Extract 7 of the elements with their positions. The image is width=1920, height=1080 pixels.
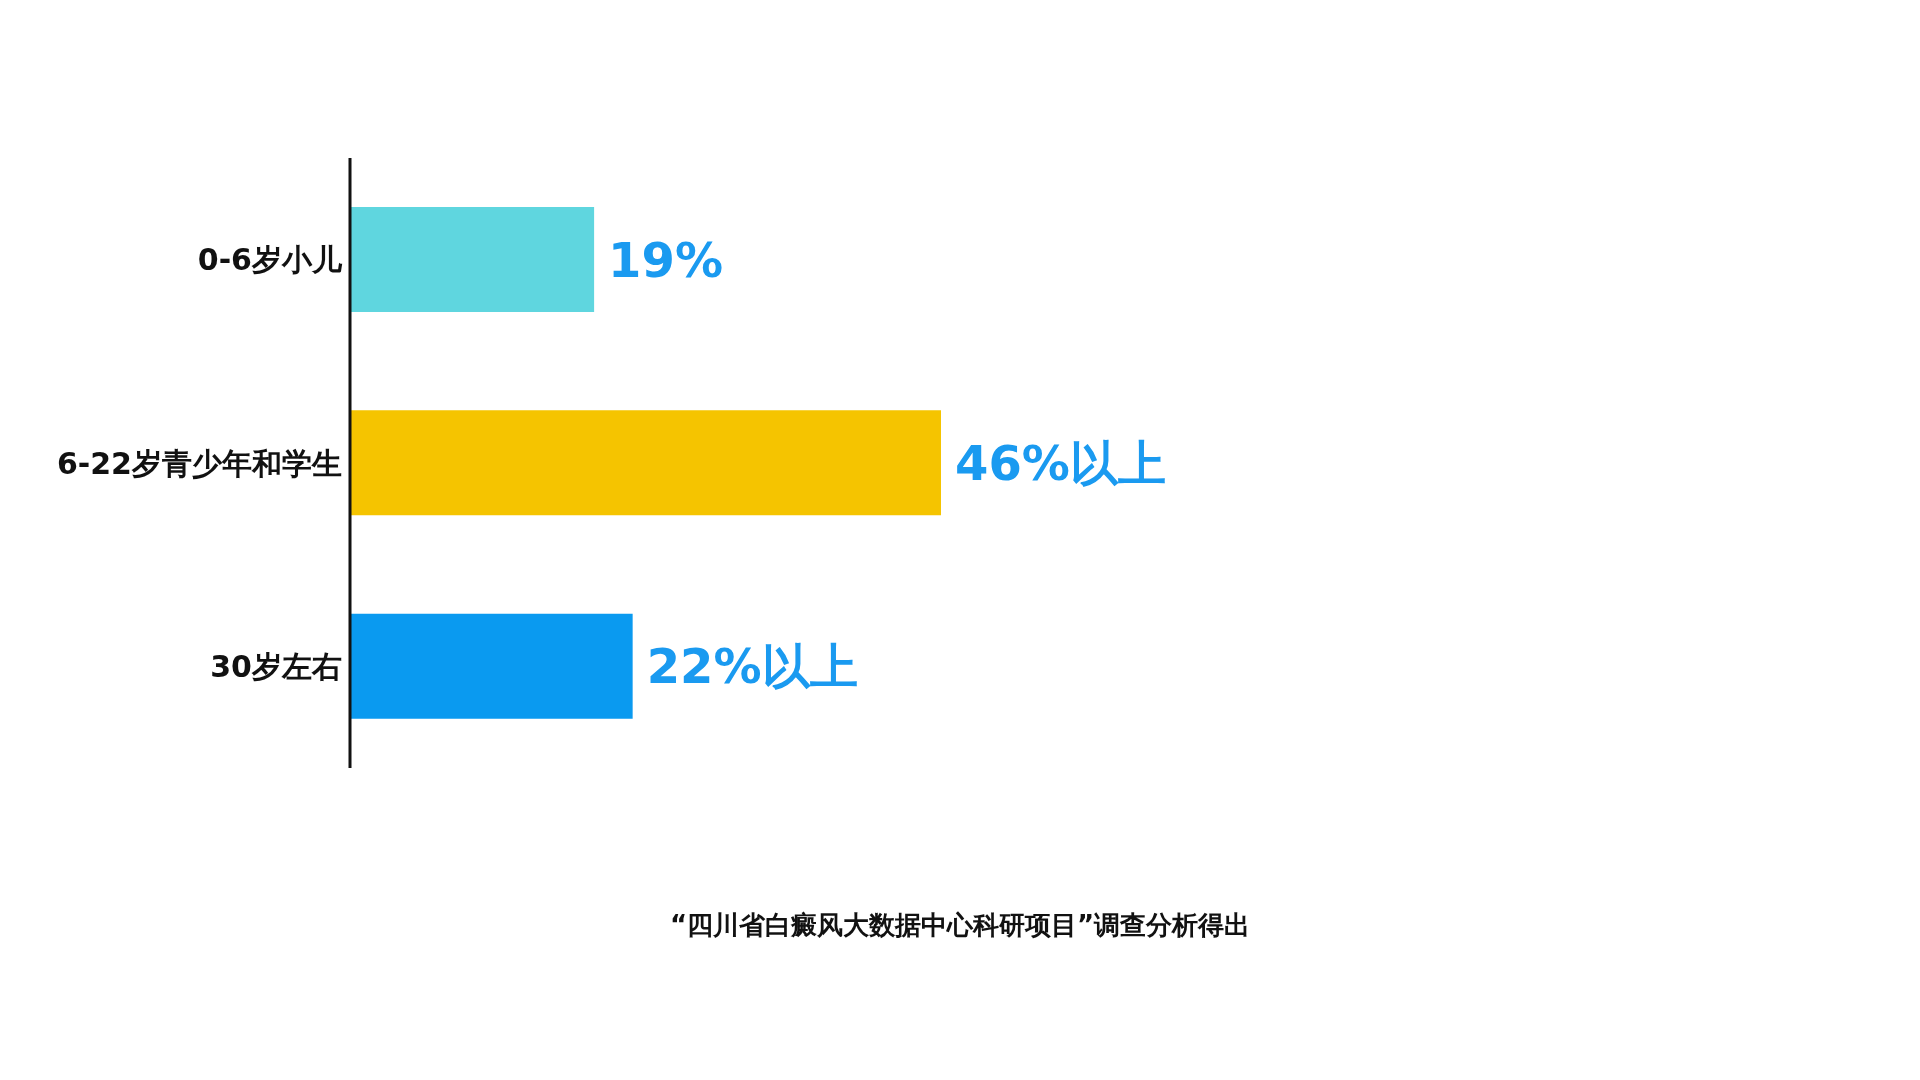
y-tick-label: 30岁左右 <box>210 648 342 684</box>
text: “四川省白癜风大数据中心科研项目”调查分析得出 <box>668 909 1252 942</box>
y-tick-label: 0-6岁小儿 <box>197 242 343 278</box>
data-label: 46%以上 <box>955 434 1166 491</box>
y-tick-label: 6-22岁青少年和学生 <box>56 445 342 481</box>
data-label: 22%以上 <box>646 638 858 695</box>
data-label: 19% <box>608 231 723 288</box>
